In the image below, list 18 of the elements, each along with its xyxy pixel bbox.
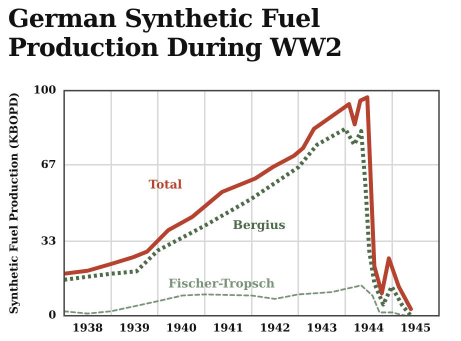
chart-title: German Synthetic Fuel Production During WW2 bbox=[8, 4, 344, 62]
x-tick-label: 1944 bbox=[353, 321, 384, 334]
x-tick-label: 1939 bbox=[119, 321, 150, 334]
x-tick-label: 1942 bbox=[260, 321, 290, 334]
x-tick-label: 1940 bbox=[166, 321, 197, 334]
series-label: Bergius bbox=[232, 218, 286, 232]
text: Total bbox=[148, 177, 183, 192]
y-tick-label: 33 bbox=[40, 234, 56, 248]
x-tick-label: 1941 bbox=[212, 321, 244, 334]
x-tick-label: 1943 bbox=[306, 321, 338, 334]
line-series bbox=[64, 126, 413, 316]
y-tick-label: 0 bbox=[48, 308, 57, 322]
x-tick-label: 1945 bbox=[400, 321, 431, 334]
series-label: Fischer-Tropsch bbox=[168, 276, 276, 290]
y-tick-label: 67 bbox=[40, 158, 56, 171]
y-tick-label: 100 bbox=[33, 83, 56, 96]
y-axis-title: Synthetic Fuel Production (KBOPD) bbox=[7, 92, 20, 314]
x-tick-label: 1938 bbox=[72, 321, 104, 334]
